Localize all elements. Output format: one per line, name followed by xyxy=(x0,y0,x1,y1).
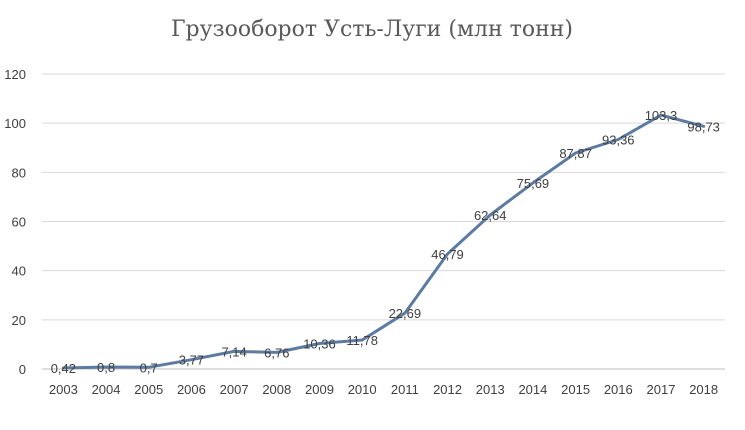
x-tick-label: 2008 xyxy=(262,382,291,397)
y-tick-label: 20 xyxy=(12,313,26,328)
data-label: 103,3 xyxy=(645,108,678,123)
x-tick-label: 2014 xyxy=(518,382,547,397)
series-line xyxy=(61,113,706,370)
y-tick-label: 100 xyxy=(4,116,26,131)
data-label: 98,73 xyxy=(687,119,720,134)
series-layer xyxy=(61,113,706,370)
data-label: 0,42 xyxy=(51,361,76,376)
data-label: 0,8 xyxy=(97,360,115,375)
data-label: 0,7 xyxy=(140,360,158,375)
x-axis-ticks: 2003 2004 2005 2006 2007 2008 2009 2010 2011 2012… xyxy=(49,382,718,397)
x-tick-label: 2003 xyxy=(49,382,78,397)
data-label: 7,14 xyxy=(221,344,246,359)
x-tick-label: 2006 xyxy=(177,382,206,397)
data-label: 46,79 xyxy=(431,247,464,262)
chart-title: Грузооборот Усть-Луги (млн тонн) xyxy=(171,17,573,42)
x-tick-label: 2010 xyxy=(348,382,377,397)
x-tick-label: 2012 xyxy=(433,382,462,397)
gridlines xyxy=(42,73,725,370)
data-label: 6,76 xyxy=(264,345,289,360)
y-tick-label: 80 xyxy=(12,165,26,180)
y-tick-label: 0 xyxy=(19,362,26,377)
data-label: 93,36 xyxy=(602,132,635,147)
x-tick-label: 2011 xyxy=(391,382,419,397)
data-label: 75,69 xyxy=(517,176,550,191)
data-label: 22,69 xyxy=(389,306,422,321)
x-tick-label: 2017 xyxy=(647,382,676,397)
y-tick-label: 120 xyxy=(4,67,26,82)
x-tick-label: 2015 xyxy=(561,382,590,397)
data-label: 10,36 xyxy=(303,337,336,352)
x-tick-label: 2007 xyxy=(220,382,249,397)
data-labels: 0,42 0,8 0,7 3,77 7,14 6,76 10,36 11,78 22,69 46,… xyxy=(51,108,720,376)
x-tick-label: 2009 xyxy=(305,382,334,397)
x-tick-label: 2004 xyxy=(92,382,121,397)
x-tick-label: 2018 xyxy=(689,382,718,397)
data-label: 87,87 xyxy=(559,146,592,161)
x-tick-label: 2016 xyxy=(604,382,633,397)
y-tick-label: 40 xyxy=(12,264,26,279)
data-label: 11,78 xyxy=(346,333,378,348)
x-tick-label: 2005 xyxy=(134,382,163,397)
data-label: 62,64 xyxy=(474,208,507,223)
x-tick-label: 2013 xyxy=(476,382,505,397)
data-label: 3,77 xyxy=(179,353,204,368)
y-axis-ticks: 0 20 40 60 80 100 120 xyxy=(4,67,26,377)
y-tick-label: 60 xyxy=(12,215,26,230)
